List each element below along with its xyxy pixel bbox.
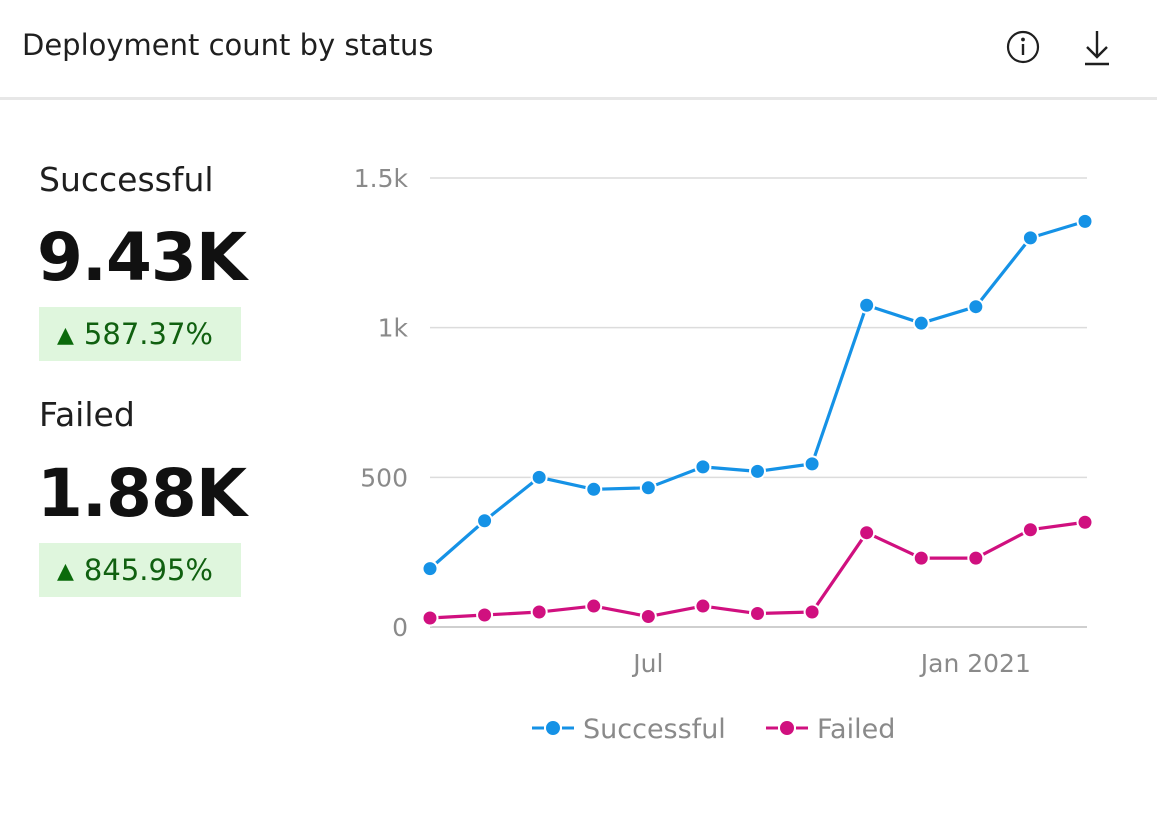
data-point-successful xyxy=(858,296,876,314)
successful-label: Successful xyxy=(39,160,214,199)
trend-up-icon: ▲ xyxy=(57,323,74,348)
legend-marker-icon xyxy=(780,721,794,735)
series-line-failed xyxy=(429,520,1086,620)
y-tick-label: 1.5k xyxy=(354,164,409,193)
data-point-successful xyxy=(530,468,548,486)
data-point-failed xyxy=(1021,521,1039,539)
x-tick-label: Jul xyxy=(631,649,663,678)
failed-change-value: 845.95% xyxy=(83,553,213,587)
failed-count: 1.88K xyxy=(37,455,247,532)
data-point-successful xyxy=(1076,212,1094,230)
x-tick-label: Jan 2021 xyxy=(919,649,1031,678)
widget-header: Deployment count by status xyxy=(0,0,1157,100)
successful-count: 9.43K xyxy=(37,219,247,296)
data-point-failed xyxy=(476,606,494,624)
data-point-failed xyxy=(912,549,930,567)
successful-change-badge: ▲ 587.37% xyxy=(39,307,241,361)
data-point-failed xyxy=(749,605,766,623)
data-point-failed xyxy=(421,609,439,627)
data-point-failed xyxy=(585,597,603,615)
legend-label-failed: Failed xyxy=(817,714,895,745)
legend-label-successful: Successful xyxy=(583,714,726,745)
legend-marker-icon xyxy=(546,721,560,735)
data-point-failed xyxy=(530,603,548,621)
y-tick-label: 0 xyxy=(392,613,408,642)
info-icon[interactable] xyxy=(1003,28,1043,68)
data-point-failed xyxy=(967,549,985,567)
data-point-successful xyxy=(694,458,712,476)
data-point-successful xyxy=(639,479,657,497)
failed-change-badge: ▲ 845.95% xyxy=(39,543,241,597)
series-line-successful xyxy=(428,219,1086,570)
widget-title: Deployment count by status xyxy=(22,28,434,62)
y-tick-label: 1k xyxy=(378,314,409,343)
data-point-failed xyxy=(858,524,876,542)
download-icon[interactable] xyxy=(1078,28,1118,68)
trend-up-icon: ▲ xyxy=(57,559,74,584)
data-point-failed xyxy=(803,603,821,621)
data-point-successful xyxy=(912,314,930,332)
data-point-successful xyxy=(803,455,821,473)
y-tick-label: 500 xyxy=(360,463,408,492)
data-point-successful xyxy=(967,298,985,316)
failed-label: Failed xyxy=(39,395,135,434)
successful-change-value: 587.37% xyxy=(83,317,213,351)
data-point-successful xyxy=(585,480,603,498)
data-point-failed xyxy=(639,608,657,626)
data-point-failed xyxy=(694,597,712,615)
data-point-successful xyxy=(1021,229,1039,247)
data-point-successful xyxy=(476,512,494,530)
data-point-failed xyxy=(1076,513,1094,531)
data-point-successful xyxy=(421,560,439,578)
data-point-successful xyxy=(749,462,766,480)
